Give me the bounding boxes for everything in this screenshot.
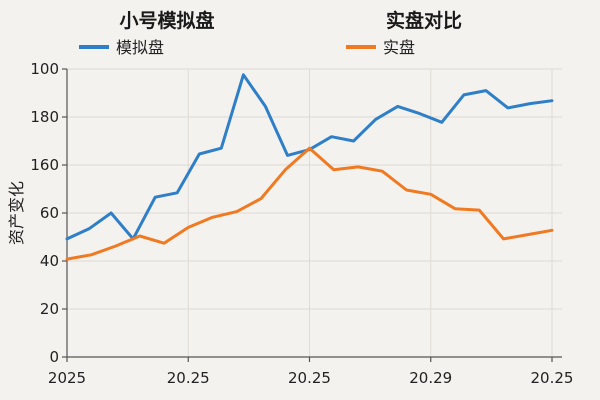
- legend-label-simulated: 模拟盘: [116, 38, 164, 57]
- y-axis-ticks: 0 20 40 60 160 180 100: [30, 60, 67, 366]
- y-tick-label: 0: [49, 348, 59, 366]
- x-axis-ticks: 2025 20.25 20.25 20.29 20.25: [48, 357, 574, 387]
- x-tick-label: 20.29: [409, 369, 452, 387]
- y-tick-label: 60: [40, 204, 59, 222]
- chart-title-left: 小号模拟盘: [119, 9, 214, 32]
- series-line-live: [65, 146, 554, 261]
- x-tick-label: 2025: [48, 369, 86, 387]
- y-tick-label: 100: [30, 60, 59, 78]
- y-tick-label: 180: [30, 108, 59, 126]
- y-tick-label: 20: [40, 300, 59, 318]
- x-tick-label: 20.25: [531, 369, 574, 387]
- x-tick-label: 20.25: [288, 369, 331, 387]
- series-lines: [65, 73, 554, 261]
- y-tick-label: 40: [40, 252, 59, 270]
- x-tick-label: 20.25: [167, 369, 210, 387]
- y-tick-label: 160: [30, 156, 59, 174]
- y-axis-label: 资产变化: [7, 181, 26, 245]
- legend-label-live: 实盘: [383, 38, 415, 57]
- gridlines: [66, 68, 562, 357]
- chart-title-right: 实盘对比: [386, 9, 462, 32]
